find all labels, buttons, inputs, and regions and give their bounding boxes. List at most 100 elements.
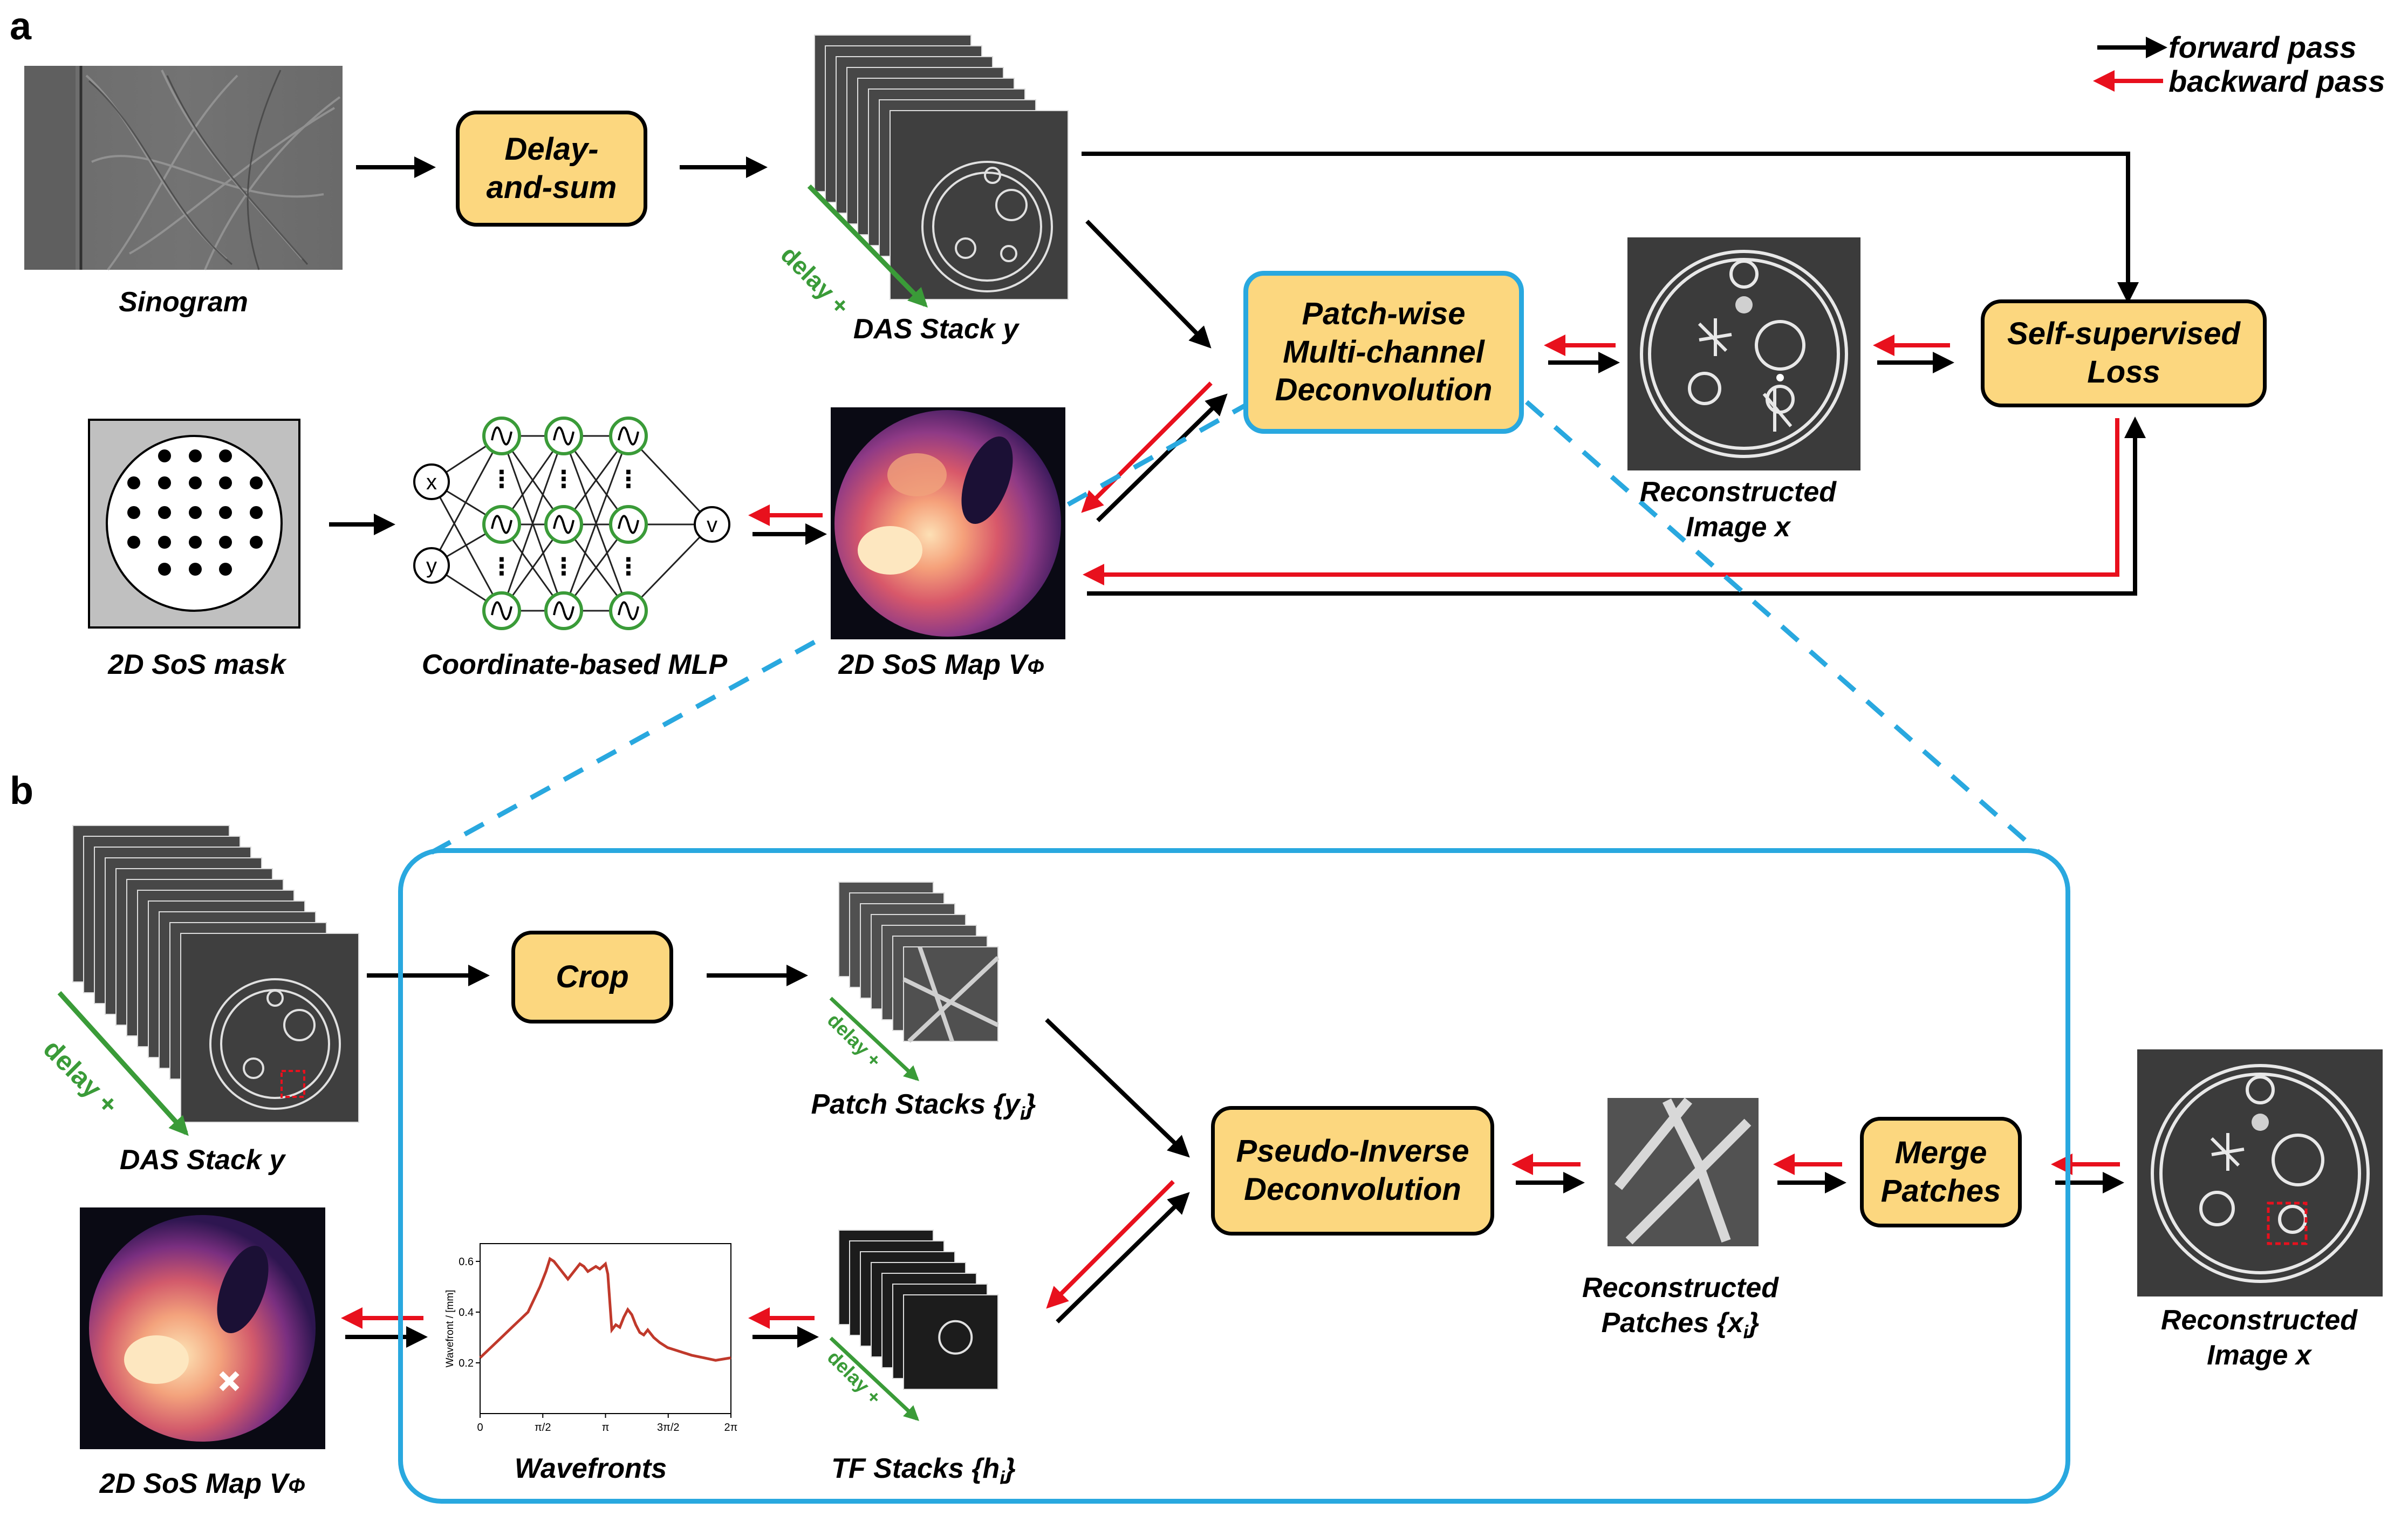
mlp-edge xyxy=(627,435,713,526)
mask-dot xyxy=(250,476,263,489)
mask-dot xyxy=(127,506,140,519)
mask-dot xyxy=(158,506,171,519)
x-tick-label: 3π/2 xyxy=(657,1422,680,1434)
sine-activation-icon xyxy=(553,426,574,446)
self-supervised-loss-box: Self-supervised Loss xyxy=(1981,299,2267,407)
mask-dot xyxy=(219,506,232,519)
sine-activation-icon xyxy=(491,515,512,534)
reconstructed-image-b xyxy=(2137,1049,2383,1296)
delay-arrow-patch xyxy=(829,997,920,1081)
mlp-output-node xyxy=(694,506,730,543)
sos-mask-caption: 2D SoS mask xyxy=(108,649,286,680)
mlp-edge xyxy=(563,435,630,611)
sine-activation-icon xyxy=(618,426,639,446)
mask-dot xyxy=(189,476,202,489)
mask-dot xyxy=(127,536,140,549)
sinogram-image xyxy=(24,66,343,271)
mask-dot xyxy=(219,536,232,549)
mask-dot xyxy=(189,563,202,576)
wavefront-chart: 0 π/2 π 3π/2 2π 0.2 0.4 0.6 Wavefront / [mm] xyxy=(444,1243,738,1434)
y-tick-label: 0.2 xyxy=(459,1357,474,1369)
mask-dot xyxy=(219,563,232,576)
stack-slice xyxy=(903,946,998,1042)
arrow-sosmap-to-loss xyxy=(1087,417,2146,596)
crop-box: Crop xyxy=(511,931,673,1023)
x-tick-label: 2π xyxy=(724,1422,738,1434)
mask-dot xyxy=(158,536,171,549)
mask-dot xyxy=(219,449,232,462)
mask-dot xyxy=(250,536,263,549)
mlp-input-label: y xyxy=(426,554,437,578)
patch-stripe xyxy=(918,946,954,1042)
sine-activation-icon xyxy=(553,515,574,534)
legend-forward-label: forward pass xyxy=(2168,30,2357,64)
mask-dot xyxy=(189,536,202,549)
mask-dot xyxy=(219,476,232,489)
arrow-tf-to-pinv xyxy=(1056,1192,1190,1323)
delay-and-sum-box: Delay- and-sum xyxy=(456,111,647,227)
delay-arrow-a xyxy=(807,184,928,308)
sos-mask-image xyxy=(88,419,300,629)
sos-map-image-a xyxy=(831,407,1065,639)
deconvolution-detail-frame xyxy=(398,848,2070,1504)
mlp-ellipsis: ⋮ xyxy=(552,554,576,580)
mlp-ellipsis: ⋮ xyxy=(490,554,514,580)
mask-dot xyxy=(158,476,171,489)
sine-activation-icon xyxy=(491,601,512,620)
stack-slice xyxy=(903,1294,998,1390)
x-tick-label: π xyxy=(602,1422,610,1434)
y-tick-label: 0.6 xyxy=(459,1256,474,1268)
reconstructed-image-a xyxy=(1627,237,1860,470)
sine-activation-icon xyxy=(618,601,639,620)
patchwise-deconvolution-box: Patch-wise Multi-channel Deconvolution xyxy=(1243,271,1524,434)
sine-activation-icon xyxy=(553,601,574,620)
sos-map-caption-b: 2D SoS Map VΦ xyxy=(99,1468,305,1499)
arrow-das-to-loss xyxy=(1082,152,2139,304)
mlp-ellipsis: ⋮ xyxy=(552,466,576,493)
mlp-edge xyxy=(430,481,503,611)
dashed-link-left-upper xyxy=(1066,400,1253,507)
tf-kernel xyxy=(938,1320,973,1355)
wavefronts-caption: Wavefronts xyxy=(514,1453,667,1484)
sine-activation-icon xyxy=(491,426,512,446)
mlp-edge xyxy=(501,435,565,611)
reconstructed-caption-a: Reconstructed Image x xyxy=(1639,476,1837,543)
mask-dot xyxy=(158,449,171,462)
das-stack-caption-b: DAS Stack y xyxy=(119,1144,285,1176)
mlp-ellipsis: ⋮ xyxy=(617,554,640,580)
mlp-input-node xyxy=(413,463,450,500)
mask-dot xyxy=(189,449,202,462)
das-stack-image xyxy=(814,35,1069,300)
x-tick-label: 0 xyxy=(477,1422,483,1434)
dashed-link-right xyxy=(1525,400,2041,855)
mlp-ellipsis: ⋮ xyxy=(617,466,640,493)
mask-dot xyxy=(189,506,202,519)
tf-stacks-image xyxy=(838,1230,998,1390)
mlp-edge xyxy=(627,523,713,612)
sos-map-image-b xyxy=(80,1207,325,1449)
chart-plot-area xyxy=(480,1243,731,1414)
patch-stripe xyxy=(907,956,1000,1043)
arrow-patch-to-sosmap-back xyxy=(1081,381,1213,513)
merge-patches-box: Merge Patches xyxy=(1860,1117,2022,1227)
arrow-das-to-patchwise xyxy=(1085,220,1212,349)
arrow-sosmap-to-patch xyxy=(1096,393,1228,522)
panel-label-b: b xyxy=(10,769,33,813)
delay-arrow-b xyxy=(57,991,189,1136)
patch-stacks-caption: Patch Stacks {yi} xyxy=(811,1089,1036,1124)
reconstructed-patches-caption: Reconstructed Patches {xi} xyxy=(1582,1272,1779,1343)
sinogram-caption: Sinogram xyxy=(119,286,248,318)
mlp-output-label: v xyxy=(707,513,717,537)
reconstructed-patch-image xyxy=(1607,1097,1759,1246)
das-stack-image-b xyxy=(72,825,359,1123)
mask-dot xyxy=(250,506,263,519)
arrow-pinv-to-tf-back xyxy=(1046,1180,1175,1309)
wavefront-series-line xyxy=(479,1257,731,1362)
delay-arrow-tf xyxy=(829,1336,920,1421)
sos-map-caption-a: 2D SoS Map VΦ xyxy=(838,649,1044,680)
arrow-loss-to-sosmap-back xyxy=(1083,418,2119,585)
arrow-patches-to-pinv xyxy=(1045,1018,1190,1158)
mlp-ellipsis: ⋮ xyxy=(490,466,514,493)
sine-activation-icon xyxy=(618,515,639,534)
